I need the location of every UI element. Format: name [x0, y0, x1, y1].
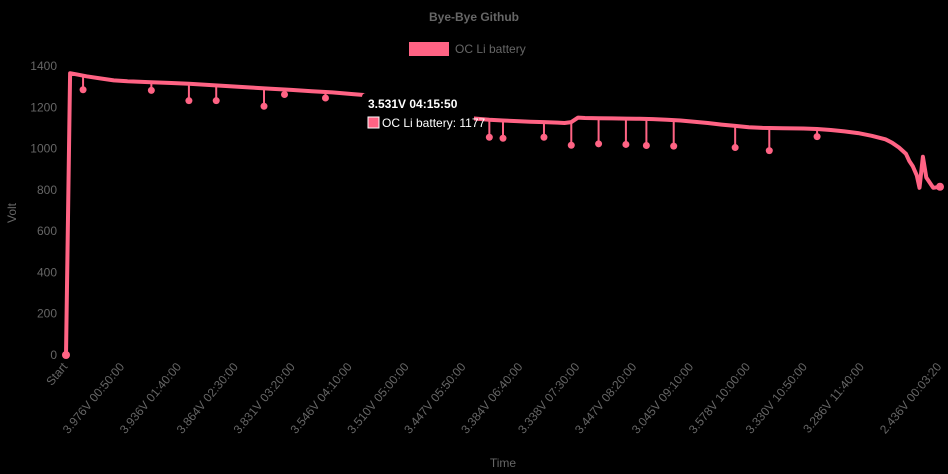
x-tick-label: 3.546V 04:10:00	[287, 360, 355, 437]
data-point[interactable]	[147, 86, 155, 94]
chart-title: Bye-Bye Github	[429, 10, 519, 24]
data-point[interactable]	[595, 140, 603, 148]
x-tick-label: 2.436V 00:03:20	[877, 360, 945, 437]
legend-swatch[interactable]	[409, 42, 449, 56]
data-point[interactable]	[485, 133, 493, 141]
data-point[interactable]	[936, 182, 944, 191]
data-point[interactable]	[540, 133, 548, 141]
data-point[interactable]	[281, 90, 288, 98]
x-tick-label: 3.578V 10:00:00	[686, 360, 754, 437]
y-axis-title: Volt	[5, 202, 19, 223]
data-point[interactable]	[321, 94, 329, 102]
y-tick-label: 1400	[30, 59, 57, 73]
data-point[interactable]	[185, 97, 193, 105]
x-tick-label: 3.338V 07:30:00	[515, 360, 583, 437]
y-axis: 0 200 400 600 800 1000 1200 1400	[30, 59, 57, 362]
legend[interactable]: OC Li battery	[409, 42, 526, 56]
x-tick-label: 3.384V 06:40:00	[458, 360, 526, 437]
data-point[interactable]	[622, 140, 630, 148]
x-tick-label: 3.831V 03:20:00	[231, 360, 299, 437]
data-point[interactable]	[765, 147, 773, 155]
y-tick-label: 1000	[30, 142, 57, 156]
y-tick-label: 1200	[30, 100, 57, 114]
y-tick-label: 0	[50, 348, 57, 362]
y-tick-label: 400	[37, 265, 57, 279]
data-point[interactable]	[642, 141, 650, 149]
x-tick-label: 3.447V 05:50:00	[401, 360, 469, 437]
tooltip-body: OC Li battery: 1177	[382, 116, 485, 130]
series-oc-li-battery[interactable]	[62, 71, 944, 359]
data-point[interactable]	[731, 144, 739, 152]
data-point[interactable]	[260, 102, 268, 110]
tooltip: 3.531V 04:15:50 OC Li battery: 1177	[362, 93, 485, 133]
x-tick-label: Start	[43, 359, 70, 388]
y-tick-label: 600	[37, 224, 57, 238]
data-point[interactable]	[813, 133, 821, 141]
x-tick-label: 3.286V 11:40:00	[800, 360, 867, 436]
x-axis-title: Time	[490, 456, 517, 470]
data-point[interactable]	[212, 97, 220, 105]
x-tick-label: 3.864V 02:30:00	[174, 360, 242, 437]
y-tick-label: 800	[37, 183, 57, 197]
x-tick-label: 3.976V 00:50:00	[60, 360, 128, 437]
y-tick-label: 200	[37, 307, 57, 321]
x-tick-label: 3.510V 05:00:00	[344, 360, 412, 437]
data-point[interactable]	[79, 86, 87, 94]
legend-label[interactable]: OC Li battery	[455, 42, 526, 56]
x-tick-label: 3.936V 01:40:00	[117, 360, 185, 437]
data-point[interactable]	[670, 142, 678, 150]
data-point[interactable]	[499, 134, 507, 142]
tooltip-swatch	[367, 116, 380, 129]
x-tick-label: 3.447V 08:20:00	[572, 360, 640, 437]
data-point[interactable]	[567, 141, 575, 149]
series-line[interactable]	[64, 71, 941, 356]
x-tick-label: 3.045V 09:10:00	[629, 360, 697, 437]
data-point[interactable]	[62, 351, 70, 359]
x-tick-label: 3.330V 10:50:00	[743, 360, 811, 437]
tooltip-title: 3.531V 04:15:50	[368, 97, 458, 111]
